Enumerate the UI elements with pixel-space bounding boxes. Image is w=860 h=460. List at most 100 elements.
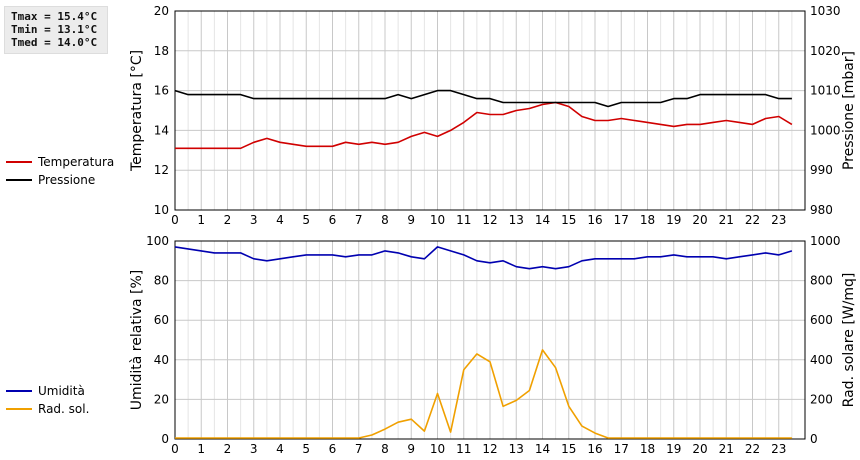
legend-label-pressione: Pressione: [38, 173, 96, 187]
panel2-x-tick-label: 21: [719, 442, 734, 456]
panel1-series-temperatura-line: [175, 101, 793, 150]
legend-item-pressione: Pressione: [6, 171, 114, 189]
panel1-y-right-tick-label: 1030: [810, 4, 841, 18]
panel1-y-right-tick-label: 990: [810, 163, 833, 177]
panel1-x-tick-label: 13: [509, 213, 524, 227]
panel1-x-tick-label: 9: [407, 213, 415, 227]
panel1-y-right-tick-label: 1000: [810, 123, 841, 137]
panel2-x-tick-label: 5: [302, 442, 310, 456]
panel2-x-tick-label: 6: [329, 442, 337, 456]
panel1-y-right-tick-label: 1020: [810, 44, 841, 58]
panel2-y-left-tick-label: 0: [161, 432, 169, 446]
legend-top: Temperatura Pressione: [6, 153, 114, 189]
panel2-x-tick-label: 3: [250, 442, 258, 456]
panel1-y-left-tick-label: 18: [154, 44, 169, 58]
panel1-y-left-tick-label: 12: [154, 163, 169, 177]
legend-swatch-rad-sol: [6, 408, 32, 410]
panel1-y-right-tick-label: 980: [810, 203, 833, 217]
panel2-frame: [174, 240, 806, 440]
panel1-x-tick-label: 7: [355, 213, 363, 227]
panel2-x-tick-label: 7: [355, 442, 363, 456]
legend-swatch-umidita: [6, 390, 32, 392]
panel2-x-tick-label: 9: [407, 442, 415, 456]
stat-tmed: Tmed = 14.0°C: [11, 36, 98, 49]
panel1-x-tick-label: 1: [197, 213, 205, 227]
panel2-x-tick-label: 0: [171, 442, 179, 456]
panel2-y-left-tick-label: 80: [154, 274, 169, 288]
panel2-y-right-tick-label: 200: [810, 392, 833, 406]
panel2-x-tick-label: 8: [381, 442, 389, 456]
panel2-x-tick-label: 20: [692, 442, 707, 456]
legend-item-rad-sol: Rad. sol.: [6, 400, 89, 418]
panel1-y-left-tick-label: 10: [154, 203, 169, 217]
panel1-y-left-label: Temperatura [°C]: [129, 50, 145, 172]
panel2-x-tick-label: 12: [482, 442, 497, 456]
panel2-x-tick-label: 23: [771, 442, 786, 456]
panel2-y-left-tick-label: 20: [154, 392, 169, 406]
panel1-x-tick-label: 6: [329, 213, 337, 227]
legend-swatch-temperatura: [6, 161, 32, 163]
panel2-y-right-tick-label: 800: [810, 274, 833, 288]
panel2-x-tick-label: 2: [224, 442, 232, 456]
panel2-y-left-label: Umidità relativa [%]: [129, 270, 145, 411]
panel2-x-tick-label: 10: [430, 442, 445, 456]
legend-bottom: Umidità Rad. sol.: [6, 382, 89, 418]
panel1-x-tick-label: 16: [587, 213, 602, 227]
panel2-y-right-tick-label: 600: [810, 313, 833, 327]
panel2-x-tick-label: 16: [587, 442, 602, 456]
panel2-series-rad-sol-line: [175, 349, 792, 439]
stats-summary: Tmax = 15.4°C Tmin = 13.1°C Tmed = 14.0°…: [4, 6, 108, 54]
legend-item-umidita: Umidità: [6, 382, 89, 400]
panel1-x-tick-label: 11: [456, 213, 471, 227]
panel2-x-tick-label: 18: [640, 442, 655, 456]
panel1-x-tick-label: 18: [640, 213, 655, 227]
panel1-x-tick-label: 3: [250, 213, 258, 227]
panel2-x-tick-label: 11: [456, 442, 471, 456]
panel1-x-tick-label: 10: [430, 213, 445, 227]
panel2-x-tick-label: 17: [614, 442, 629, 456]
panel2-y-right-tick-label: 0: [810, 432, 818, 446]
legend-item-temperatura: Temperatura: [6, 153, 114, 171]
legend-label-umidita: Umidità: [38, 384, 85, 398]
panel1-x-tick-label: 0: [171, 213, 179, 227]
panel1-x-tick-label: 5: [302, 213, 310, 227]
stat-tmax: Tmax = 15.4°C: [11, 10, 98, 23]
panel2-y-left-tick-label: 40: [154, 353, 169, 367]
panel1-x-tick-label: 8: [381, 213, 389, 227]
panel2-y-right-tick-label: 1000: [810, 234, 841, 248]
legend-label-rad-sol: Rad. sol.: [38, 402, 90, 416]
panel1-x-tick-label: 14: [535, 213, 550, 227]
panel2-x-tick-label: 13: [509, 442, 524, 456]
panel1-x-tick-label: 22: [745, 213, 760, 227]
panel2-x-tick-label: 15: [561, 442, 576, 456]
panel1-x-tick-label: 2: [224, 213, 232, 227]
panel2-x-tick-label: 22: [745, 442, 760, 456]
panel2-x-tick-label: 1: [197, 442, 205, 456]
panel1-x-tick-label: 19: [666, 213, 681, 227]
panel2-y-left-tick-label: 60: [154, 313, 169, 327]
panel1-y-left-tick-label: 20: [154, 4, 169, 18]
panel2-y-left-tick-label: 100: [146, 234, 169, 248]
panel2-x-tick-label: 4: [276, 442, 284, 456]
panel1-frame: [174, 10, 806, 211]
panel1-x-tick-label: 4: [276, 213, 284, 227]
panel2-y-right-tick-label: 400: [810, 353, 833, 367]
panel2-series-umidit-line: [174, 246, 793, 270]
panel1-y-left-tick-label: 14: [154, 123, 169, 137]
stat-tmin: Tmin = 13.1°C: [11, 23, 98, 36]
panel1-x-tick-label: 15: [561, 213, 576, 227]
panel1-y-right-label: Pressione [mbar]: [841, 51, 857, 170]
panel1-x-tick-label: 23: [771, 213, 786, 227]
panel2-x-tick-label: 14: [535, 442, 550, 456]
panel2-x-tick-label: 19: [666, 442, 681, 456]
panel2-y-right-label: Rad. solare [W/mq]: [841, 273, 857, 408]
panel1-y-left-tick-label: 16: [154, 84, 169, 98]
panel1-x-tick-label: 17: [614, 213, 629, 227]
legend-label-temperatura: Temperatura: [38, 155, 115, 169]
panel1-series-pressione-line: [174, 89, 792, 108]
legend-swatch-pressione: [6, 179, 32, 181]
panel1-x-tick-label: 20: [692, 213, 707, 227]
panel1-x-tick-label: 12: [482, 213, 497, 227]
panel1-x-tick-label: 21: [719, 213, 734, 227]
